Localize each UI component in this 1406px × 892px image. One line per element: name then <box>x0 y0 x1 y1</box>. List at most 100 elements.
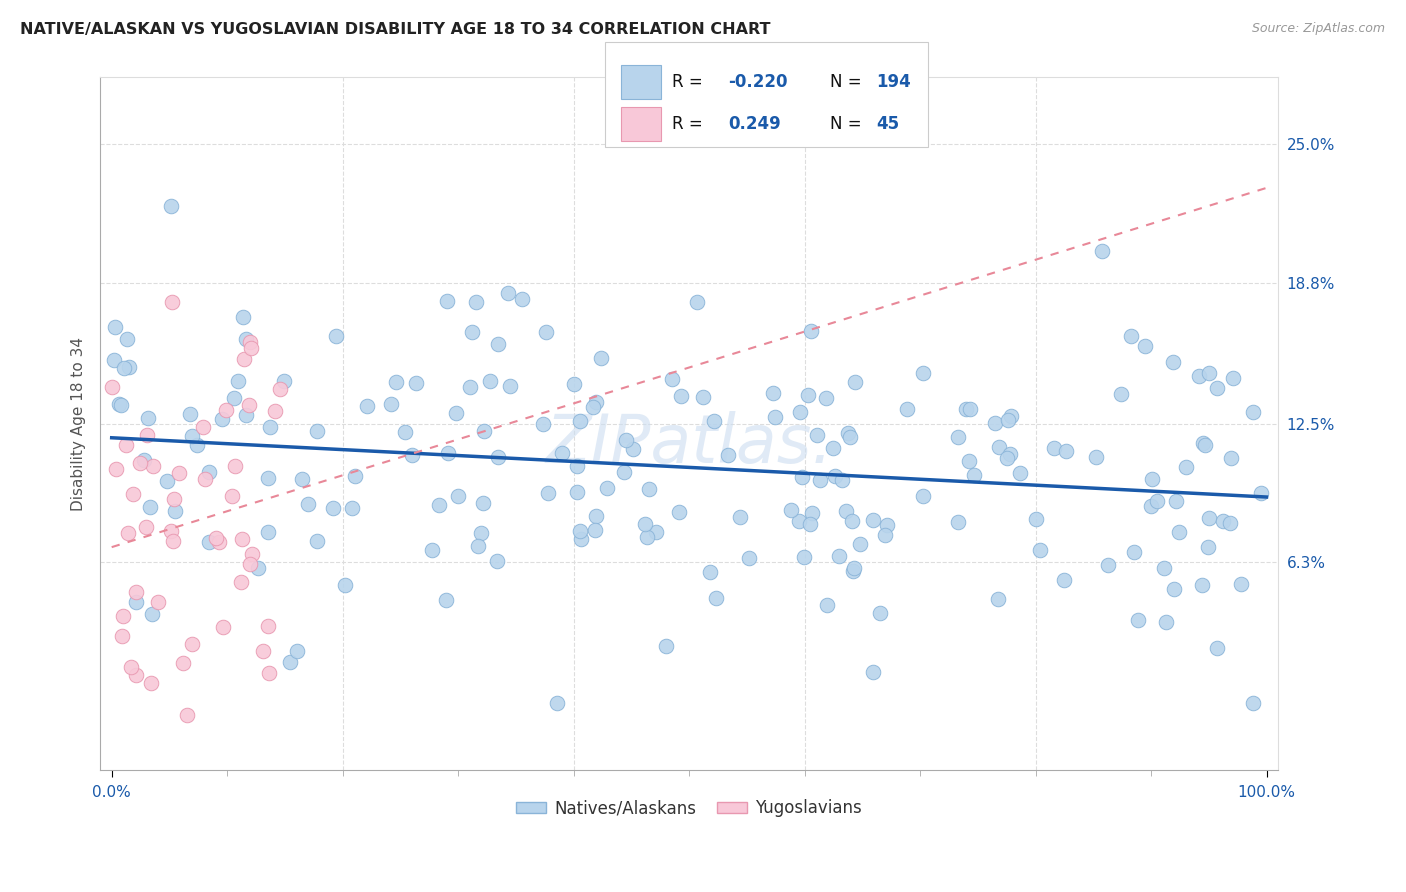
Point <box>231 575 253 590</box>
Point <box>841 514 863 528</box>
Point <box>136 411 159 425</box>
Point <box>738 551 761 566</box>
Point <box>291 472 314 486</box>
Point <box>844 375 866 389</box>
Point <box>787 514 810 528</box>
Point <box>1146 494 1168 508</box>
Point <box>638 482 661 496</box>
Text: 45: 45 <box>876 115 898 133</box>
Point <box>685 295 707 310</box>
Point <box>849 537 872 551</box>
Point <box>194 472 217 486</box>
Point <box>862 665 884 680</box>
Point <box>120 659 142 673</box>
Point <box>821 441 844 455</box>
Point <box>633 516 655 531</box>
Point <box>103 352 125 367</box>
Point <box>808 473 831 487</box>
Point <box>107 397 129 411</box>
Point <box>160 294 183 309</box>
Point <box>1056 443 1078 458</box>
Point <box>1119 329 1142 343</box>
Point <box>614 434 637 448</box>
Text: 194: 194 <box>876 73 911 91</box>
Point <box>1000 409 1022 423</box>
Point <box>1028 543 1050 558</box>
Point <box>472 496 495 510</box>
Point <box>141 607 163 621</box>
Point <box>436 294 458 309</box>
Point <box>486 554 509 568</box>
Point <box>167 466 190 480</box>
Point <box>668 505 690 519</box>
Point <box>405 376 427 390</box>
Point <box>692 390 714 404</box>
Point <box>333 578 356 592</box>
Point <box>128 456 150 470</box>
Text: Source: ZipAtlas.com: Source: ZipAtlas.com <box>1251 22 1385 36</box>
Point <box>814 392 837 406</box>
Point <box>728 509 751 524</box>
Point <box>546 696 568 710</box>
Point <box>1191 578 1213 592</box>
Point <box>297 497 319 511</box>
Point <box>568 524 591 539</box>
Point <box>239 341 262 355</box>
Point <box>1219 516 1241 531</box>
Point <box>380 397 402 411</box>
Point <box>222 391 245 405</box>
Point <box>585 509 607 524</box>
Point <box>256 524 278 539</box>
Point <box>912 366 935 380</box>
Point <box>1168 525 1191 540</box>
Point <box>831 473 853 487</box>
Point <box>703 413 725 427</box>
Point <box>104 320 127 334</box>
Point <box>186 438 208 452</box>
Point <box>806 428 828 442</box>
Point <box>569 532 592 546</box>
Point <box>214 403 236 417</box>
Point <box>259 420 281 434</box>
Point <box>669 389 692 403</box>
Point <box>1206 381 1229 395</box>
Point <box>1161 355 1184 369</box>
Point <box>536 486 558 500</box>
Point <box>704 591 727 605</box>
Point <box>165 504 187 518</box>
Point <box>1191 436 1213 450</box>
Point <box>1126 613 1149 627</box>
Point <box>565 458 588 473</box>
Text: ZIPatlas.: ZIPatlas. <box>546 411 832 477</box>
Point <box>221 489 243 503</box>
Point <box>569 414 592 428</box>
Point <box>1010 467 1032 481</box>
Point <box>125 595 148 609</box>
Point <box>1154 615 1177 629</box>
Text: R =: R = <box>672 115 703 133</box>
Point <box>1198 366 1220 380</box>
Point <box>269 382 291 396</box>
Point <box>125 584 148 599</box>
Point <box>793 550 815 565</box>
Point <box>1188 368 1211 383</box>
Point <box>394 425 416 439</box>
Point <box>1219 450 1241 465</box>
Point <box>139 500 162 515</box>
Point <box>132 453 155 467</box>
Point <box>661 371 683 385</box>
Point <box>799 517 821 532</box>
Point <box>1194 438 1216 452</box>
Point <box>205 531 228 545</box>
Point <box>1205 640 1227 655</box>
Point <box>343 469 366 483</box>
Point <box>211 411 233 425</box>
Point <box>1222 371 1244 385</box>
Point <box>112 609 135 624</box>
Point <box>1097 558 1119 572</box>
Point <box>239 557 262 571</box>
Point <box>983 416 1005 430</box>
Point <box>110 398 132 412</box>
Point <box>235 408 257 422</box>
Point <box>1090 244 1112 258</box>
